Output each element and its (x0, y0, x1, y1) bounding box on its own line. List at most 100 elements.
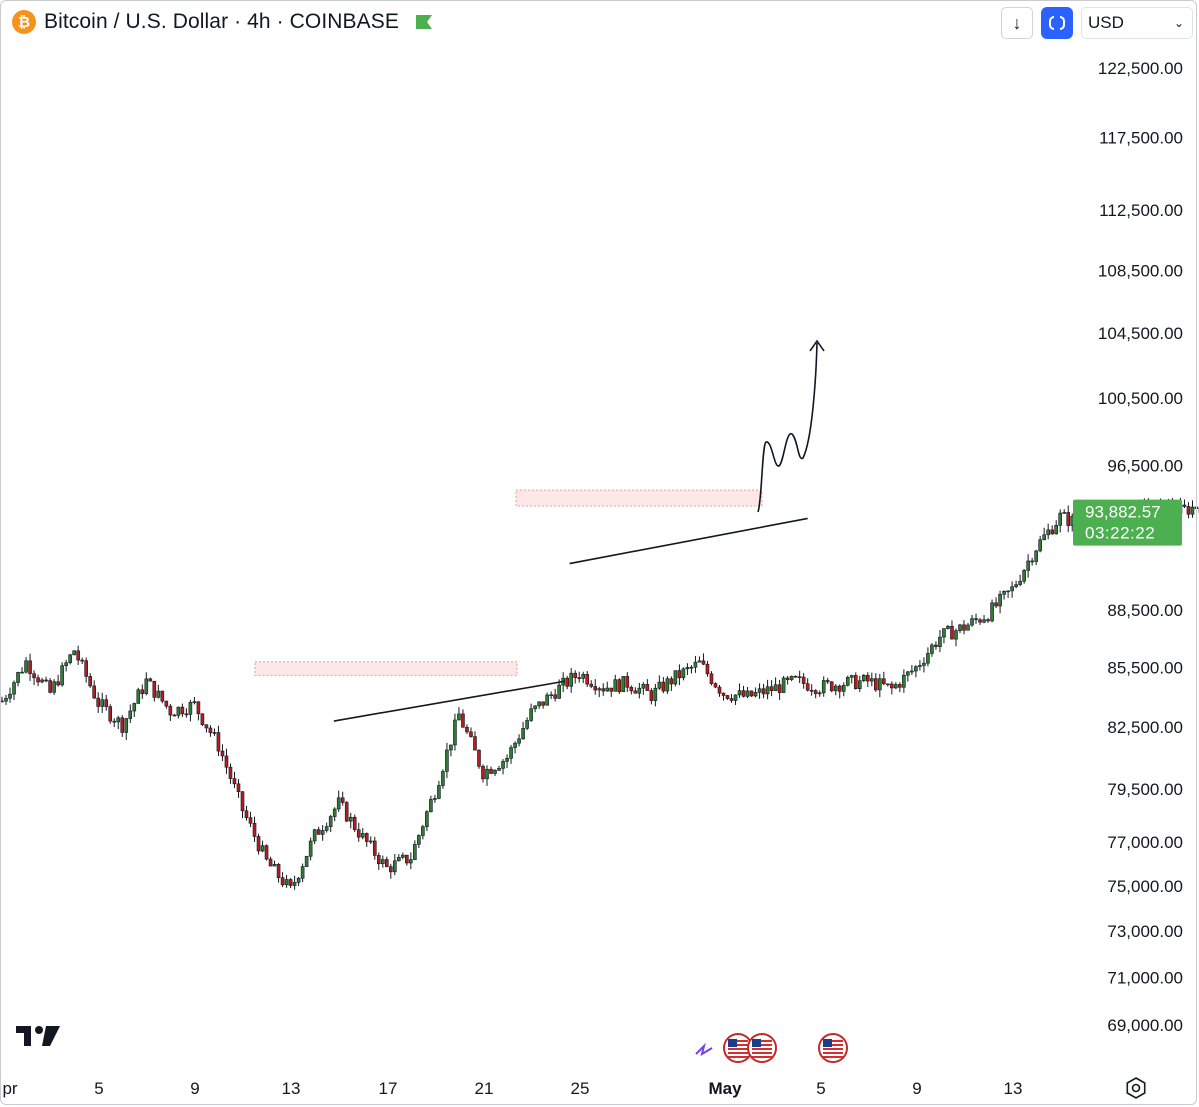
candle (389, 863, 393, 879)
candle (914, 665, 918, 678)
candle (677, 664, 682, 686)
candle (176, 706, 181, 719)
candle (397, 854, 401, 862)
candle (4, 694, 8, 705)
projection-path[interactable] (757, 342, 818, 513)
candle (609, 687, 614, 697)
candle (304, 855, 309, 868)
candle (934, 641, 938, 650)
candle (124, 717, 129, 740)
candle (785, 675, 790, 685)
candle (68, 653, 72, 665)
tradingview-logo[interactable] (16, 1024, 62, 1048)
sparkle-icon[interactable] (695, 1042, 713, 1057)
candle (501, 759, 505, 775)
candle (1022, 568, 1026, 584)
resistance-zone[interactable] (254, 661, 518, 676)
candle (184, 708, 189, 718)
event-flag-icon[interactable] (818, 1033, 848, 1063)
candle (861, 674, 866, 683)
event-flag-icon[interactable] (747, 1033, 777, 1063)
candle (765, 679, 770, 700)
candle (252, 816, 257, 842)
y-tick-label: 73,000.00 (1107, 922, 1183, 941)
candle (853, 672, 858, 690)
candle (208, 725, 213, 737)
candle (918, 660, 922, 671)
x-tick-label: 5 (816, 1079, 825, 1098)
candle (593, 679, 598, 695)
symbol-title[interactable]: Bitcoin / U.S. Dollar · 4h · COINBASE (44, 10, 399, 33)
green-flag-icon[interactable] (415, 14, 433, 30)
candle (541, 701, 545, 709)
candle (942, 628, 946, 644)
candle (104, 694, 109, 711)
candle (665, 676, 670, 694)
candle (821, 676, 826, 697)
candle (902, 669, 906, 693)
candle (168, 703, 173, 721)
candle (649, 688, 654, 705)
down-arrow-button[interactable]: ↓ (1001, 7, 1033, 39)
candle (966, 622, 970, 631)
symbol-header[interactable]: ₿ Bitcoin / U.S. Dollar · 4h · COINBASE (12, 6, 433, 38)
candle (56, 674, 60, 687)
event-markers[interactable] (695, 1033, 848, 1063)
candle (661, 677, 666, 694)
sync-button[interactable] (1041, 7, 1073, 39)
candle (741, 685, 746, 698)
candle (36, 674, 40, 687)
candle (1066, 505, 1071, 533)
price-axis[interactable]: 122,500.00 117,500.00 112,500.00 108,500.00… (1098, 59, 1183, 1035)
candle (16, 671, 20, 687)
candle (461, 709, 465, 728)
candle (413, 840, 417, 861)
candle (336, 790, 341, 812)
candle (685, 663, 690, 675)
candle (890, 681, 894, 695)
candle (112, 718, 117, 728)
candle (328, 814, 333, 833)
time-axis[interactable]: pr 5 9 13 17 21 25 May 5 9 13 (2, 1079, 1022, 1098)
candle (857, 675, 862, 692)
resistance-zone[interactable] (515, 489, 763, 507)
currency-select[interactable]: USD ⌄ (1081, 7, 1193, 39)
candle (1038, 535, 1042, 553)
candle (120, 715, 125, 737)
candle (673, 670, 678, 687)
candle (164, 700, 169, 709)
trendline[interactable] (569, 517, 808, 565)
candle (24, 657, 28, 674)
candle (713, 682, 718, 689)
candle (813, 689, 818, 699)
candle (152, 680, 157, 702)
candle (1010, 581, 1014, 598)
candle (613, 674, 618, 692)
candle (509, 744, 513, 764)
candle (573, 670, 577, 684)
candle (789, 675, 794, 682)
candle (76, 645, 80, 665)
candle (212, 728, 217, 736)
candle (108, 704, 113, 724)
y-tick-label: 104,500.00 (1098, 324, 1183, 343)
candle (260, 840, 265, 853)
candle (40, 677, 44, 684)
settings-icon[interactable] (1124, 1076, 1148, 1100)
candle (28, 653, 32, 681)
candle (156, 684, 161, 699)
candle (465, 724, 469, 735)
candle (773, 677, 778, 691)
candle (801, 673, 806, 689)
candle (276, 862, 281, 883)
candle (865, 672, 870, 688)
x-tick-label: 21 (475, 1079, 494, 1098)
candle (974, 613, 978, 624)
candle (320, 825, 325, 841)
y-tick-label: 79,500.00 (1107, 780, 1183, 799)
candle (144, 672, 149, 696)
candle (809, 684, 814, 696)
y-tick-label: 69,000.00 (1107, 1016, 1183, 1035)
trendline[interactable] (333, 680, 565, 722)
